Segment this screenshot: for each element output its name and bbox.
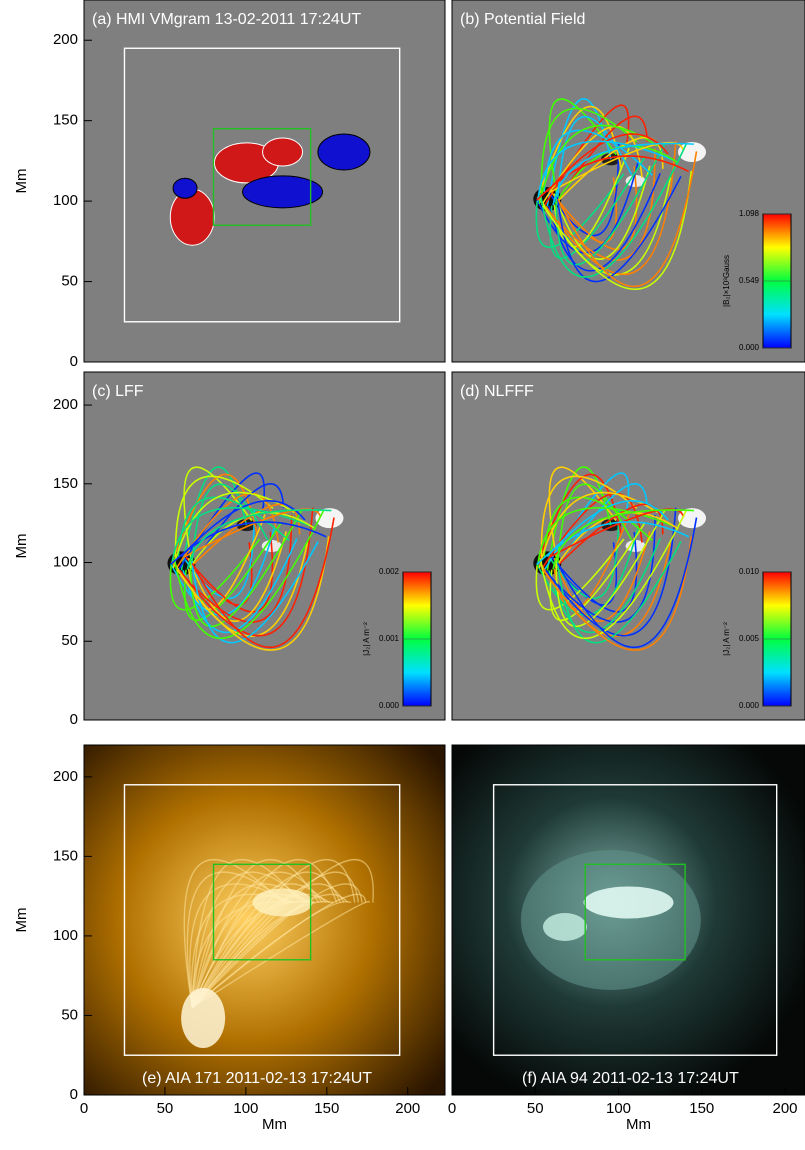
y-tick-label: 200: [53, 31, 78, 48]
hot-emission: [543, 913, 587, 941]
page: 0 50 100 150 200 (a) HMI VMgram 13-02-2011 17…: [0, 0, 805, 1150]
y-tick-label: 150: [53, 475, 78, 492]
x-axis-label: Mm: [626, 1116, 651, 1133]
panel-title: (e) AIA 171 2011-02-13 17:24UT: [142, 1070, 372, 1087]
colorbar-label: |B₂|×10³Gauss: [722, 255, 731, 307]
x-tick-label: 50: [157, 1100, 174, 1117]
y-axis-label: Mm: [13, 534, 30, 559]
x-tick-label: 100: [233, 1100, 258, 1117]
x-axis-label: Mm: [262, 1116, 287, 1133]
y-tick-label: 0: [70, 353, 78, 370]
colorbar-tick-label: 0.005: [739, 634, 760, 643]
y-tick-label: 200: [53, 396, 78, 413]
y-tick-label: 100: [53, 927, 78, 944]
panel: [452, 0, 805, 362]
negative-polarity: [318, 134, 370, 170]
y-tick-label: 100: [53, 192, 78, 209]
y-tick-label: 100: [53, 554, 78, 571]
positive-polarity: [263, 138, 303, 166]
panel: [84, 0, 445, 362]
panel-title: (f) AIA 94 2011-02-13 17:24UT: [522, 1070, 739, 1087]
colorbar-tick-label: 0.000: [379, 701, 400, 710]
colorbar-tick-label: 0.000: [739, 343, 760, 352]
x-tick-label: 0: [80, 1100, 88, 1117]
y-tick-label: 150: [53, 847, 78, 864]
y-axis-label: Mm: [13, 908, 30, 933]
bright-core: [253, 889, 313, 917]
colorbar-label: |J₂| A m⁻²: [722, 622, 731, 656]
x-tick-label: 50: [527, 1100, 544, 1117]
y-tick-label: 50: [61, 632, 78, 649]
x-tick-label: 0: [448, 1100, 456, 1117]
colorbar-tick-label: 0.001: [379, 634, 400, 643]
y-tick-label: 50: [61, 1006, 78, 1023]
panel-title: (a) HMI VMgram 13-02-2011 17:24UT: [92, 11, 361, 28]
y-tick-label: 200: [53, 768, 78, 785]
x-tick-label: 100: [606, 1100, 631, 1117]
colorbar-tick-label: 0.010: [739, 567, 760, 576]
panel-title: (d) NLFFF: [460, 383, 534, 400]
colorbar-tick-label: 0.000: [739, 701, 760, 710]
y-tick-label: 50: [61, 273, 78, 290]
colorbar-tick-label: 0.002: [379, 567, 400, 576]
x-tick-label: 150: [689, 1100, 714, 1117]
y-tick-label: 150: [53, 112, 78, 129]
colorbar-label: |J₂| A m⁻²: [362, 622, 371, 656]
panel: [84, 372, 445, 720]
panel: [452, 745, 805, 1095]
y-tick-label: 0: [70, 1086, 78, 1103]
panel: [452, 372, 805, 720]
y-axis-label: Mm: [13, 169, 30, 194]
panel-title: (b) Potential Field: [460, 11, 585, 28]
colorbar-tick-label: 0.549: [739, 276, 760, 285]
negative-polarity: [173, 178, 197, 198]
y-tick-label: 0: [70, 711, 78, 728]
hot-emission: [584, 887, 674, 919]
panel: [84, 745, 445, 1095]
x-tick-label: 200: [773, 1100, 798, 1117]
x-tick-label: 150: [314, 1100, 339, 1117]
figure: 0 50 100 150 200 (a) HMI VMgram 13-02-2011 17…: [0, 0, 805, 1150]
positive-polarity: [170, 189, 214, 245]
x-tick-label: 200: [395, 1100, 420, 1117]
panel-image: [84, 745, 445, 1095]
bright-core: [181, 988, 225, 1048]
colorbar-tick-label: 1.098: [739, 209, 760, 218]
panel-title: (c) LFF: [92, 383, 144, 400]
